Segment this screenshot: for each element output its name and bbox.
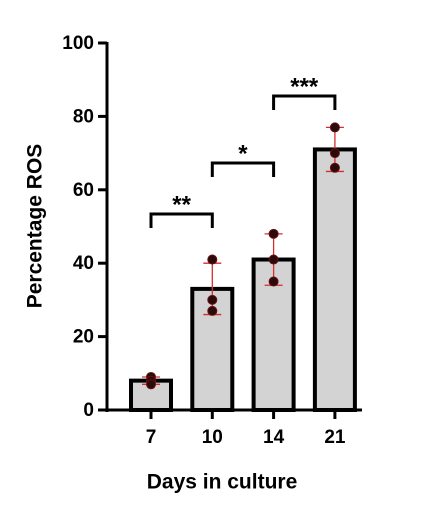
x-tick-label: 7 [146, 427, 157, 448]
significance-bracket [272, 94, 337, 110]
data-point [268, 228, 279, 239]
x-tick-label: 21 [324, 427, 346, 448]
data-point [207, 254, 218, 265]
y-tick-label: 80 [73, 106, 94, 127]
y-tick-label: 40 [73, 253, 94, 274]
y-axis-label: Percentage ROS [24, 144, 47, 309]
x-tick-label: 10 [202, 427, 223, 448]
y-tick-label: 100 [62, 33, 94, 54]
data-point [207, 294, 218, 305]
y-tick-label: 0 [83, 400, 94, 421]
data-point [329, 122, 340, 133]
significance-bracket [210, 161, 276, 177]
significance-bracket [149, 212, 214, 228]
data-point [207, 305, 218, 316]
y-tick-label: 60 [73, 180, 94, 201]
y-tick-label: 20 [73, 327, 94, 348]
data-point [268, 276, 279, 287]
significance-label: * [238, 140, 248, 167]
x-axis-label: Days in culture [147, 471, 298, 494]
data-point [329, 162, 340, 173]
x-tick-label: 14 [263, 427, 285, 448]
data-point [268, 254, 279, 265]
data-point [329, 148, 340, 159]
data-point [146, 379, 156, 390]
significance-label: *** [290, 73, 319, 100]
bar [312, 147, 357, 412]
significance-label: ** [172, 191, 191, 218]
